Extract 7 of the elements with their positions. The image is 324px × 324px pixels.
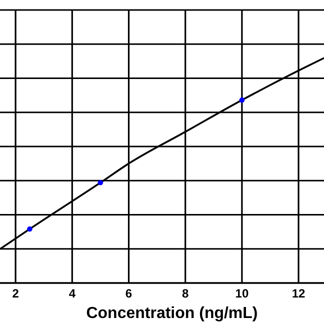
x-tick-label: 8 — [182, 286, 189, 301]
x-axis-title: Concentration (ng/mL) — [86, 305, 258, 322]
x-tick-label: 6 — [125, 286, 132, 301]
x-tick-label: 12 — [292, 286, 306, 301]
x-tick-label: 10 — [235, 286, 249, 301]
x-tick-label: 4 — [68, 286, 76, 301]
x-tick-label: 2 — [12, 286, 20, 301]
